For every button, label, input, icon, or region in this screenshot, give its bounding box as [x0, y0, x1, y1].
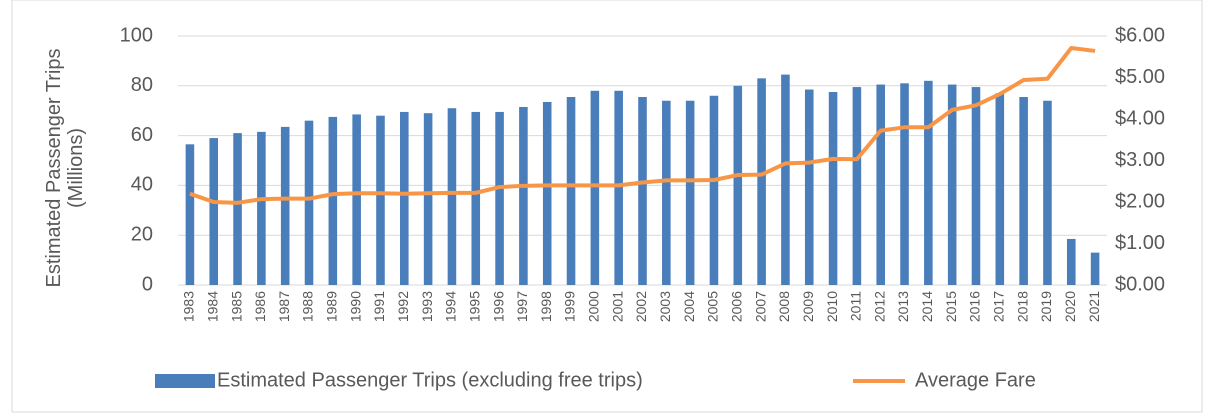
x-tick-label: 2004 [681, 291, 697, 322]
bar [685, 100, 695, 286]
bar [400, 111, 409, 285]
y2-tick-label: $6.00 [1115, 24, 1165, 46]
y-tick-label: 60 [131, 124, 153, 146]
y-tick-label: 80 [131, 74, 153, 96]
x-tick-label: 2019 [1038, 291, 1054, 322]
x-tick-label: 2021 [1086, 291, 1102, 322]
x-tick-label: 2012 [871, 291, 887, 322]
x-tick-label: 2001 [609, 291, 625, 322]
legend-label: Average Fare [915, 369, 1036, 391]
legend-label: Estimated Passenger Trips (excluding fre… [217, 369, 643, 391]
x-tick-label: 1991 [371, 291, 387, 322]
x-tick-label: 1997 [514, 291, 530, 322]
bar [257, 131, 266, 285]
y-tick-label: 20 [131, 223, 153, 245]
x-tick-label: 2018 [1014, 291, 1030, 322]
bar [352, 114, 361, 285]
x-tick-label: 1995 [466, 291, 482, 322]
bar [947, 84, 957, 286]
y-tick-label: 0 [142, 273, 153, 295]
bar [233, 133, 242, 285]
bar [614, 90, 623, 285]
bar [447, 108, 457, 286]
bar [328, 116, 338, 285]
x-tick-label: 1986 [252, 291, 268, 322]
x-tick-label: 1990 [347, 291, 363, 322]
bar [757, 78, 766, 285]
bar [662, 100, 671, 286]
y-tick-label: 100 [120, 24, 153, 46]
y2-tick-label: $1.00 [1115, 232, 1165, 254]
x-tick-label: 2005 [705, 291, 721, 322]
y2-tick-label: $5.00 [1115, 66, 1165, 88]
y2-tick-label: $2.00 [1115, 190, 1165, 212]
x-tick-label: 2015 [943, 291, 959, 322]
x-tick-label: 2013 [895, 291, 911, 322]
x-tick-label: 2016 [967, 291, 983, 322]
x-tick-label: 2009 [800, 291, 816, 322]
x-tick-label: 1999 [562, 291, 578, 322]
x-tick-label: 2020 [1062, 291, 1078, 322]
y-axis-label: Estimated Passenger Trips (Millions) [43, 48, 87, 288]
x-tick-label: 2006 [728, 291, 744, 322]
bar [852, 87, 862, 285]
bar [1090, 252, 1100, 285]
x-tick-label: 1987 [276, 291, 292, 322]
bar [1043, 100, 1052, 286]
x-tick-label: 1994 [443, 291, 459, 322]
bar [876, 84, 885, 286]
x-tick-label: 2008 [776, 291, 792, 322]
bar [733, 85, 743, 285]
bar [781, 74, 790, 285]
bar [423, 113, 433, 285]
x-tick-label: 2014 [919, 291, 935, 322]
bar [185, 144, 195, 285]
y2-tick-label: $0.00 [1115, 273, 1165, 295]
x-tick-label: 1985 [228, 291, 244, 322]
x-tick-label: 1993 [419, 291, 435, 322]
chart-border [11, 0, 1203, 413]
bar [471, 111, 481, 285]
x-tick-label: 1989 [324, 291, 340, 322]
bar [495, 111, 504, 285]
x-tick-label: 2017 [991, 291, 1007, 322]
y-tick-label: 40 [131, 174, 153, 196]
x-tick-label: 2007 [752, 291, 768, 322]
x-tick-label: 2000 [586, 291, 602, 322]
legend-swatch [155, 374, 215, 388]
line [189, 46, 1096, 205]
x-tick-label: 1983 [181, 291, 197, 322]
x-tick-label: 2002 [633, 291, 649, 322]
y2-tick-label: $3.00 [1115, 149, 1165, 171]
y2-tick-label: $4.00 [1115, 107, 1165, 129]
bar [924, 80, 933, 285]
bar [542, 101, 552, 285]
bar [519, 106, 528, 285]
x-tick-label: 1988 [300, 291, 316, 322]
x-tick-label: 1998 [538, 291, 554, 322]
x-tick-label: 1996 [490, 291, 506, 322]
bar [280, 126, 290, 285]
bar [1066, 238, 1076, 285]
bar [209, 138, 219, 285]
bar [709, 95, 719, 285]
x-tick-label: 1984 [204, 291, 220, 322]
bar [304, 120, 314, 285]
bar [804, 89, 814, 285]
bar [590, 90, 600, 285]
bar [995, 93, 1005, 286]
bar [900, 83, 909, 285]
bar [971, 87, 981, 285]
bar [566, 97, 576, 285]
x-tick-label: 2011 [848, 291, 864, 321]
x-tick-label: 2003 [657, 291, 673, 322]
x-tick-label: 1992 [395, 291, 411, 322]
bar [1019, 97, 1028, 285]
bar [828, 92, 838, 286]
bar [376, 115, 385, 286]
x-tick-label: 2010 [824, 291, 840, 322]
bar [638, 97, 647, 285]
